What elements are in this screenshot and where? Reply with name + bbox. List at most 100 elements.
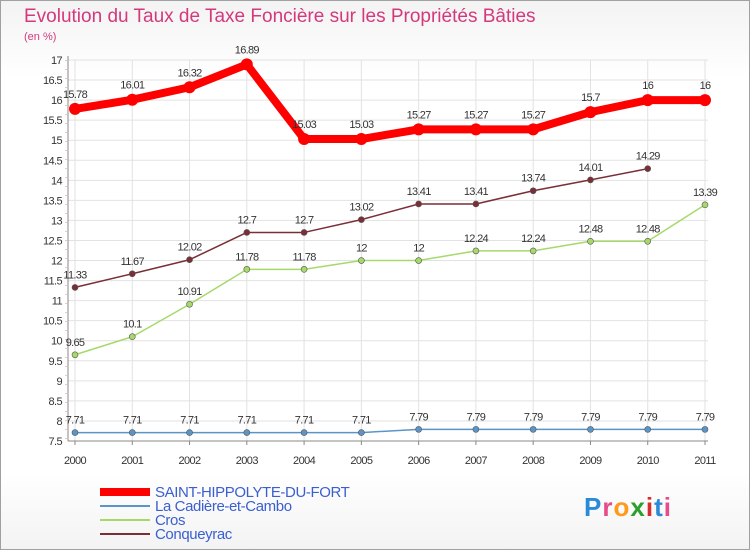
legend-label: La Cadière-et-Cambo — [155, 498, 292, 515]
data-point — [243, 429, 251, 436]
data-label: 11.67 — [121, 256, 145, 268]
data-label: 7.79 — [581, 411, 600, 423]
data-label: 13.39 — [693, 187, 718, 199]
series-3: 11.33 11.67 12.02 12.7 12.7 13.02 13.41 13.41 13… — [63, 151, 661, 291]
y-tick-label: 16 — [51, 95, 63, 107]
data-point — [243, 266, 251, 273]
data-point — [587, 176, 594, 184]
series-line — [74, 204, 706, 356]
data-label: 10.1 — [123, 319, 142, 331]
data-point — [298, 133, 311, 146]
data-point — [358, 216, 365, 223]
data-point — [587, 237, 594, 245]
data-label: 15.27 — [521, 109, 546, 121]
y-tick-label: 11.5 — [44, 276, 63, 288]
data-label: 11.78 — [235, 251, 259, 263]
data-point — [128, 270, 136, 278]
data-label: 16 — [700, 80, 711, 92]
x-tick-label: 2010 — [637, 455, 660, 467]
logo-letter: P — [584, 492, 602, 522]
logo-letter: i — [664, 492, 672, 522]
series-line — [71, 60, 709, 144]
data-point — [529, 247, 537, 255]
data-point — [415, 200, 422, 208]
y-tick-label: 9.5 — [49, 356, 63, 368]
data-label: 12.7 — [295, 214, 314, 226]
chart-title: Evolution du Taux de Taxe Foncière sur l… — [24, 6, 536, 27]
data-label: 7.79 — [696, 411, 715, 423]
data-point — [183, 81, 196, 94]
x-tick-label: 2005 — [350, 455, 373, 467]
y-tick-label: 11 — [52, 296, 63, 308]
y-tick-label: 12 — [51, 256, 63, 268]
data-label: 12.24 — [464, 233, 489, 245]
x-tick-label: 2011 — [694, 455, 716, 467]
data-label: 12.48 — [578, 223, 603, 235]
data-label: 9.65 — [66, 337, 85, 349]
y-tick-label: 17 — [51, 55, 63, 67]
data-label: 7.71 — [123, 415, 142, 427]
data-point — [355, 133, 368, 146]
logo-letter: i — [646, 492, 654, 522]
data-point — [412, 123, 425, 136]
data-label: 15.03 — [292, 119, 317, 131]
series-group: 7.71 7.71 7.71 7.71 7.71 7.71 7.79 7.79 7.79 7.79… — [63, 44, 718, 436]
data-point — [128, 333, 136, 341]
axes: 7.5 8 8.5 9 9.5 10 10.5 11 11.5 12 12.5 13 13.5 14 14.… — [43, 55, 717, 467]
y-tick-label: 7.5 — [49, 436, 63, 448]
data-label: 14.29 — [636, 151, 661, 163]
data-label: 7.71 — [66, 415, 85, 427]
chart-subtitle: (en %) — [24, 31, 56, 43]
data-point — [358, 257, 365, 264]
data-label: 15.7 — [581, 92, 600, 104]
data-label: 16.89 — [235, 44, 260, 56]
logo-letter: o — [613, 492, 630, 522]
data-label: 7.79 — [524, 411, 543, 423]
data-point — [186, 256, 193, 264]
data-label: 16.32 — [178, 67, 203, 79]
data-point — [300, 229, 308, 236]
data-point — [472, 426, 480, 433]
data-point — [415, 257, 422, 264]
data-point — [584, 106, 597, 119]
data-point — [701, 426, 709, 433]
y-tick-label: 9 — [56, 376, 62, 388]
x-tick-label: 2008 — [522, 455, 545, 467]
data-point — [701, 201, 709, 209]
data-point — [641, 94, 654, 107]
data-point — [126, 93, 139, 106]
data-label: 13.74 — [521, 173, 546, 185]
y-tick-label: 13.5 — [43, 195, 62, 207]
data-point — [529, 187, 537, 195]
legend-label: Conqueyrac — [155, 526, 233, 543]
data-point — [240, 58, 253, 71]
data-label: 15.03 — [349, 119, 374, 131]
data-point — [358, 429, 365, 436]
y-tick-label: 13 — [51, 215, 63, 227]
data-point — [699, 94, 711, 107]
proxiti-logo: Proxiti — [584, 492, 672, 522]
data-label: 16 — [642, 80, 653, 92]
y-tick-label: 15 — [51, 135, 63, 147]
legend-label: SAINT-HIPPOLYTE-DU-FORT — [155, 484, 350, 501]
y-tick-label: 8 — [56, 416, 62, 428]
data-point — [300, 429, 308, 436]
x-tick-label: 2003 — [236, 455, 259, 467]
data-label: 11.33 — [63, 269, 87, 281]
data-label: 7.71 — [180, 415, 199, 427]
x-tick-label: 2000 — [64, 455, 87, 467]
data-point — [644, 426, 652, 433]
data-label: 15.27 — [407, 109, 432, 121]
data-label: 7.79 — [467, 411, 486, 423]
series-1: 7.71 7.71 7.71 7.71 7.71 7.71 7.79 7.79 7.79 7.79… — [66, 411, 716, 436]
data-label: 15.78 — [63, 89, 88, 101]
x-tick-label: 2001 — [121, 455, 144, 467]
data-label: 12 — [356, 243, 367, 255]
data-point — [472, 200, 480, 208]
series-2: 9.65 10.1 10.91 11.78 11.78 12 12 12.24 12.24 12.… — [66, 187, 718, 359]
data-label: 12.02 — [178, 242, 203, 254]
x-tick-label: 2002 — [179, 455, 202, 467]
series-0: 15.78 16.01 16.32 16.89 15.03 15.03 15.27 15.27… — [63, 44, 712, 146]
data-label: 7.79 — [638, 411, 657, 423]
